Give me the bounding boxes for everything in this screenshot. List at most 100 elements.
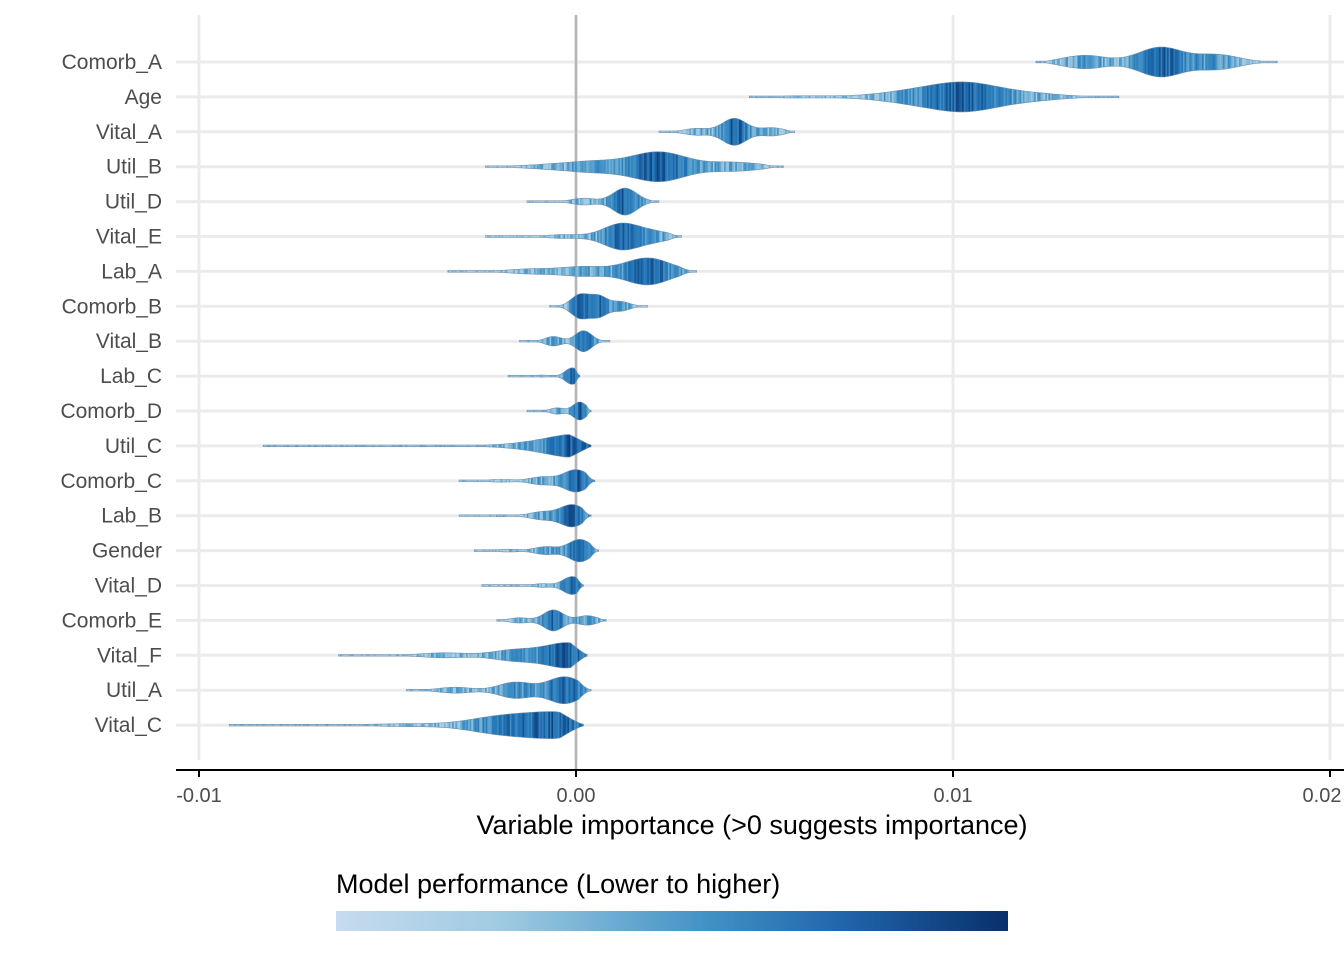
violin-stripe — [431, 434, 434, 458]
violin-stripe — [505, 504, 508, 527]
violin-stripe — [749, 81, 752, 112]
violin-stripe — [514, 223, 517, 250]
violin-stripe — [1234, 47, 1237, 77]
violin-stripe — [479, 711, 482, 739]
violin-stripe — [636, 151, 638, 182]
violin-stripe — [421, 434, 424, 458]
violin-stripe — [365, 711, 368, 739]
violin-stripe — [378, 711, 381, 739]
violin-stripe — [1040, 81, 1043, 112]
violin-stripe — [461, 711, 464, 739]
violin-stripe — [751, 151, 754, 182]
violin-stripe — [1258, 47, 1260, 77]
violin-stripe — [634, 151, 637, 182]
violin-stripe — [584, 151, 587, 182]
violin-stripe — [1029, 81, 1032, 112]
violin-stripe — [647, 257, 650, 285]
violin-stripe — [444, 711, 446, 739]
violin-stripe — [676, 151, 679, 182]
violin-stripe — [531, 539, 534, 562]
violin-stripe — [558, 642, 561, 668]
violin-stripe — [314, 434, 317, 458]
legend: Model performance (Lower to higher) — [336, 869, 1008, 931]
violin-stripe — [928, 81, 931, 112]
violin-stripe — [504, 223, 507, 250]
violin-stripe — [583, 151, 586, 182]
violin-stripe — [538, 504, 541, 527]
violin-stripe — [610, 293, 613, 319]
violin-stripe — [572, 293, 575, 319]
violin-stripe — [427, 676, 430, 704]
violin-stripe — [498, 434, 501, 458]
violin-stripe — [1275, 47, 1278, 77]
violin-stripe — [570, 402, 573, 420]
violin-stripe — [449, 676, 452, 704]
violin-stripe — [325, 711, 328, 739]
violin-stripe — [529, 504, 532, 527]
violin-stripe — [1099, 47, 1102, 77]
violin-stripe — [695, 118, 698, 146]
violin-stripe — [520, 504, 523, 527]
violin-stripe — [427, 642, 430, 668]
violin-stripe — [285, 434, 288, 458]
violin-stripe — [581, 151, 584, 182]
violin-stripe — [1159, 47, 1161, 77]
violin-stripe — [568, 367, 571, 385]
violin-stripe — [605, 293, 608, 319]
violin-stripe — [403, 642, 406, 668]
violin-stripe — [759, 151, 762, 182]
violin-stripe — [586, 257, 589, 285]
violin-stripe — [595, 223, 598, 250]
violin-stripe — [389, 642, 392, 668]
violin-stripe — [568, 402, 571, 420]
violin-stripe — [312, 711, 315, 739]
violin-stripe — [525, 330, 528, 352]
violin-stripe — [387, 642, 390, 668]
violin-stripe — [454, 257, 457, 285]
violin-stripe — [546, 539, 548, 562]
violin-stripe — [566, 642, 569, 668]
violin-stripe — [516, 257, 519, 285]
violin-stripe — [525, 367, 528, 385]
violin-stripe — [618, 151, 621, 182]
violin-stripe — [583, 257, 586, 285]
violin-stripe — [354, 642, 357, 668]
violin-stripe — [912, 81, 915, 112]
violin-stripe — [537, 642, 540, 668]
violin-stripe — [955, 81, 958, 112]
violin-stripe — [287, 434, 290, 458]
violin-stripe — [301, 434, 304, 458]
violin-stripe — [1056, 81, 1059, 112]
violin-stripe — [660, 151, 663, 182]
violin-stripe — [400, 711, 403, 739]
violin-stripe — [589, 402, 592, 420]
violin-stripe — [472, 504, 475, 527]
violin-stripe — [508, 576, 511, 595]
violin-stripe — [778, 151, 781, 182]
violin-stripe — [528, 223, 531, 250]
violin-stripe — [437, 434, 440, 458]
violin-stripe — [567, 576, 570, 595]
violin-stripe — [660, 223, 663, 250]
violin-stripe — [443, 676, 446, 704]
violin-stripe — [1168, 47, 1171, 77]
violin-stripe — [538, 257, 541, 285]
violin-stripe — [562, 367, 565, 385]
violin-stripe — [607, 151, 610, 182]
violin-stripe — [416, 676, 419, 704]
violin-stripe — [666, 118, 669, 146]
violin-stripe — [759, 118, 762, 146]
violin-stripe — [415, 642, 418, 668]
violin-stripe — [409, 676, 412, 704]
violin-stripe — [527, 151, 530, 182]
violin-stripe — [530, 676, 533, 704]
violin-stripe — [304, 711, 307, 739]
violin-stripe — [460, 711, 463, 739]
violin-stripe — [577, 609, 580, 631]
violin-stripe — [488, 223, 491, 250]
gridlines — [176, 15, 1344, 760]
violin-stripe — [698, 118, 701, 146]
violin-stripe — [343, 711, 345, 739]
violin-stripe — [481, 676, 484, 704]
violin-stripe — [357, 642, 360, 668]
